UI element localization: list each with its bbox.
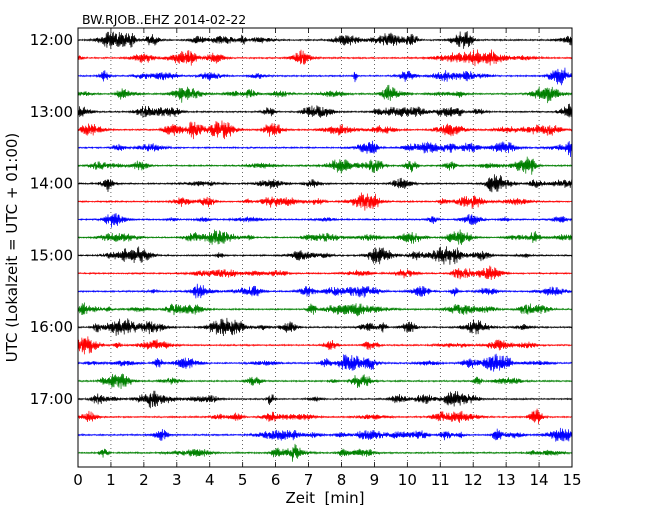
seismic-trace [77,390,573,409]
y-tick-label: 16:00 [30,318,73,336]
plot-area [78,28,572,467]
y-tick-label: 12:00 [30,31,73,49]
seismic-trace [77,317,573,337]
x-tick-label: 9 [370,471,380,489]
x-tick-label: 5 [238,471,248,489]
x-tick-label: 4 [205,471,215,489]
y-tick-label: 17:00 [30,390,73,408]
seismic-trace [77,192,573,211]
y-tick-label: 14:00 [30,175,73,193]
x-tick-label: 11 [431,471,450,489]
seismic-trace [77,49,573,67]
x-tick-label: 13 [497,471,516,489]
x-tick-label: 8 [337,471,347,489]
plot-frame [77,27,573,468]
x-axis-label: Zeit [min] [285,489,364,507]
seismic-trace [77,174,573,193]
y-tick-label: 13:00 [30,103,73,121]
seismic-trace [77,302,573,317]
x-tick-label: 0 [73,471,83,489]
x-tick-label: 1 [106,471,116,489]
seismic-trace [77,120,573,140]
x-tick-label: 7 [304,471,314,489]
seismic-trace [77,140,573,158]
y-axis-label: UTC (Lokalzeit = UTC + 01:00) [3,133,21,363]
seismic-trace [77,427,573,442]
seismic-trace [77,229,573,245]
seismic-trace [77,103,573,118]
chart-title: BW.RJOB..EHZ 2014-02-22 [82,12,247,27]
seismic-trace [77,373,573,389]
x-tick-label: 3 [172,471,182,489]
seismic-trace [77,31,573,50]
seismic-trace [77,213,573,228]
seismic-trace [77,84,573,104]
seismic-trace [77,336,573,355]
seismic-trace [77,246,573,265]
seismic-trace [77,353,573,372]
x-tick-label: 2 [139,471,149,489]
y-tick-label: 15:00 [30,246,73,264]
seismic-trace [77,265,573,280]
seismic-trace [77,156,573,175]
x-tick-label: 15 [562,471,581,489]
seismic-trace [77,443,573,462]
seismic-trace [77,67,573,86]
seismic-trace [77,283,573,299]
seismic-trace [77,408,573,425]
x-tick-label: 12 [464,471,483,489]
x-tick-label: 6 [271,471,281,489]
x-tick-label: 14 [530,471,549,489]
x-tick-label: 10 [398,471,417,489]
